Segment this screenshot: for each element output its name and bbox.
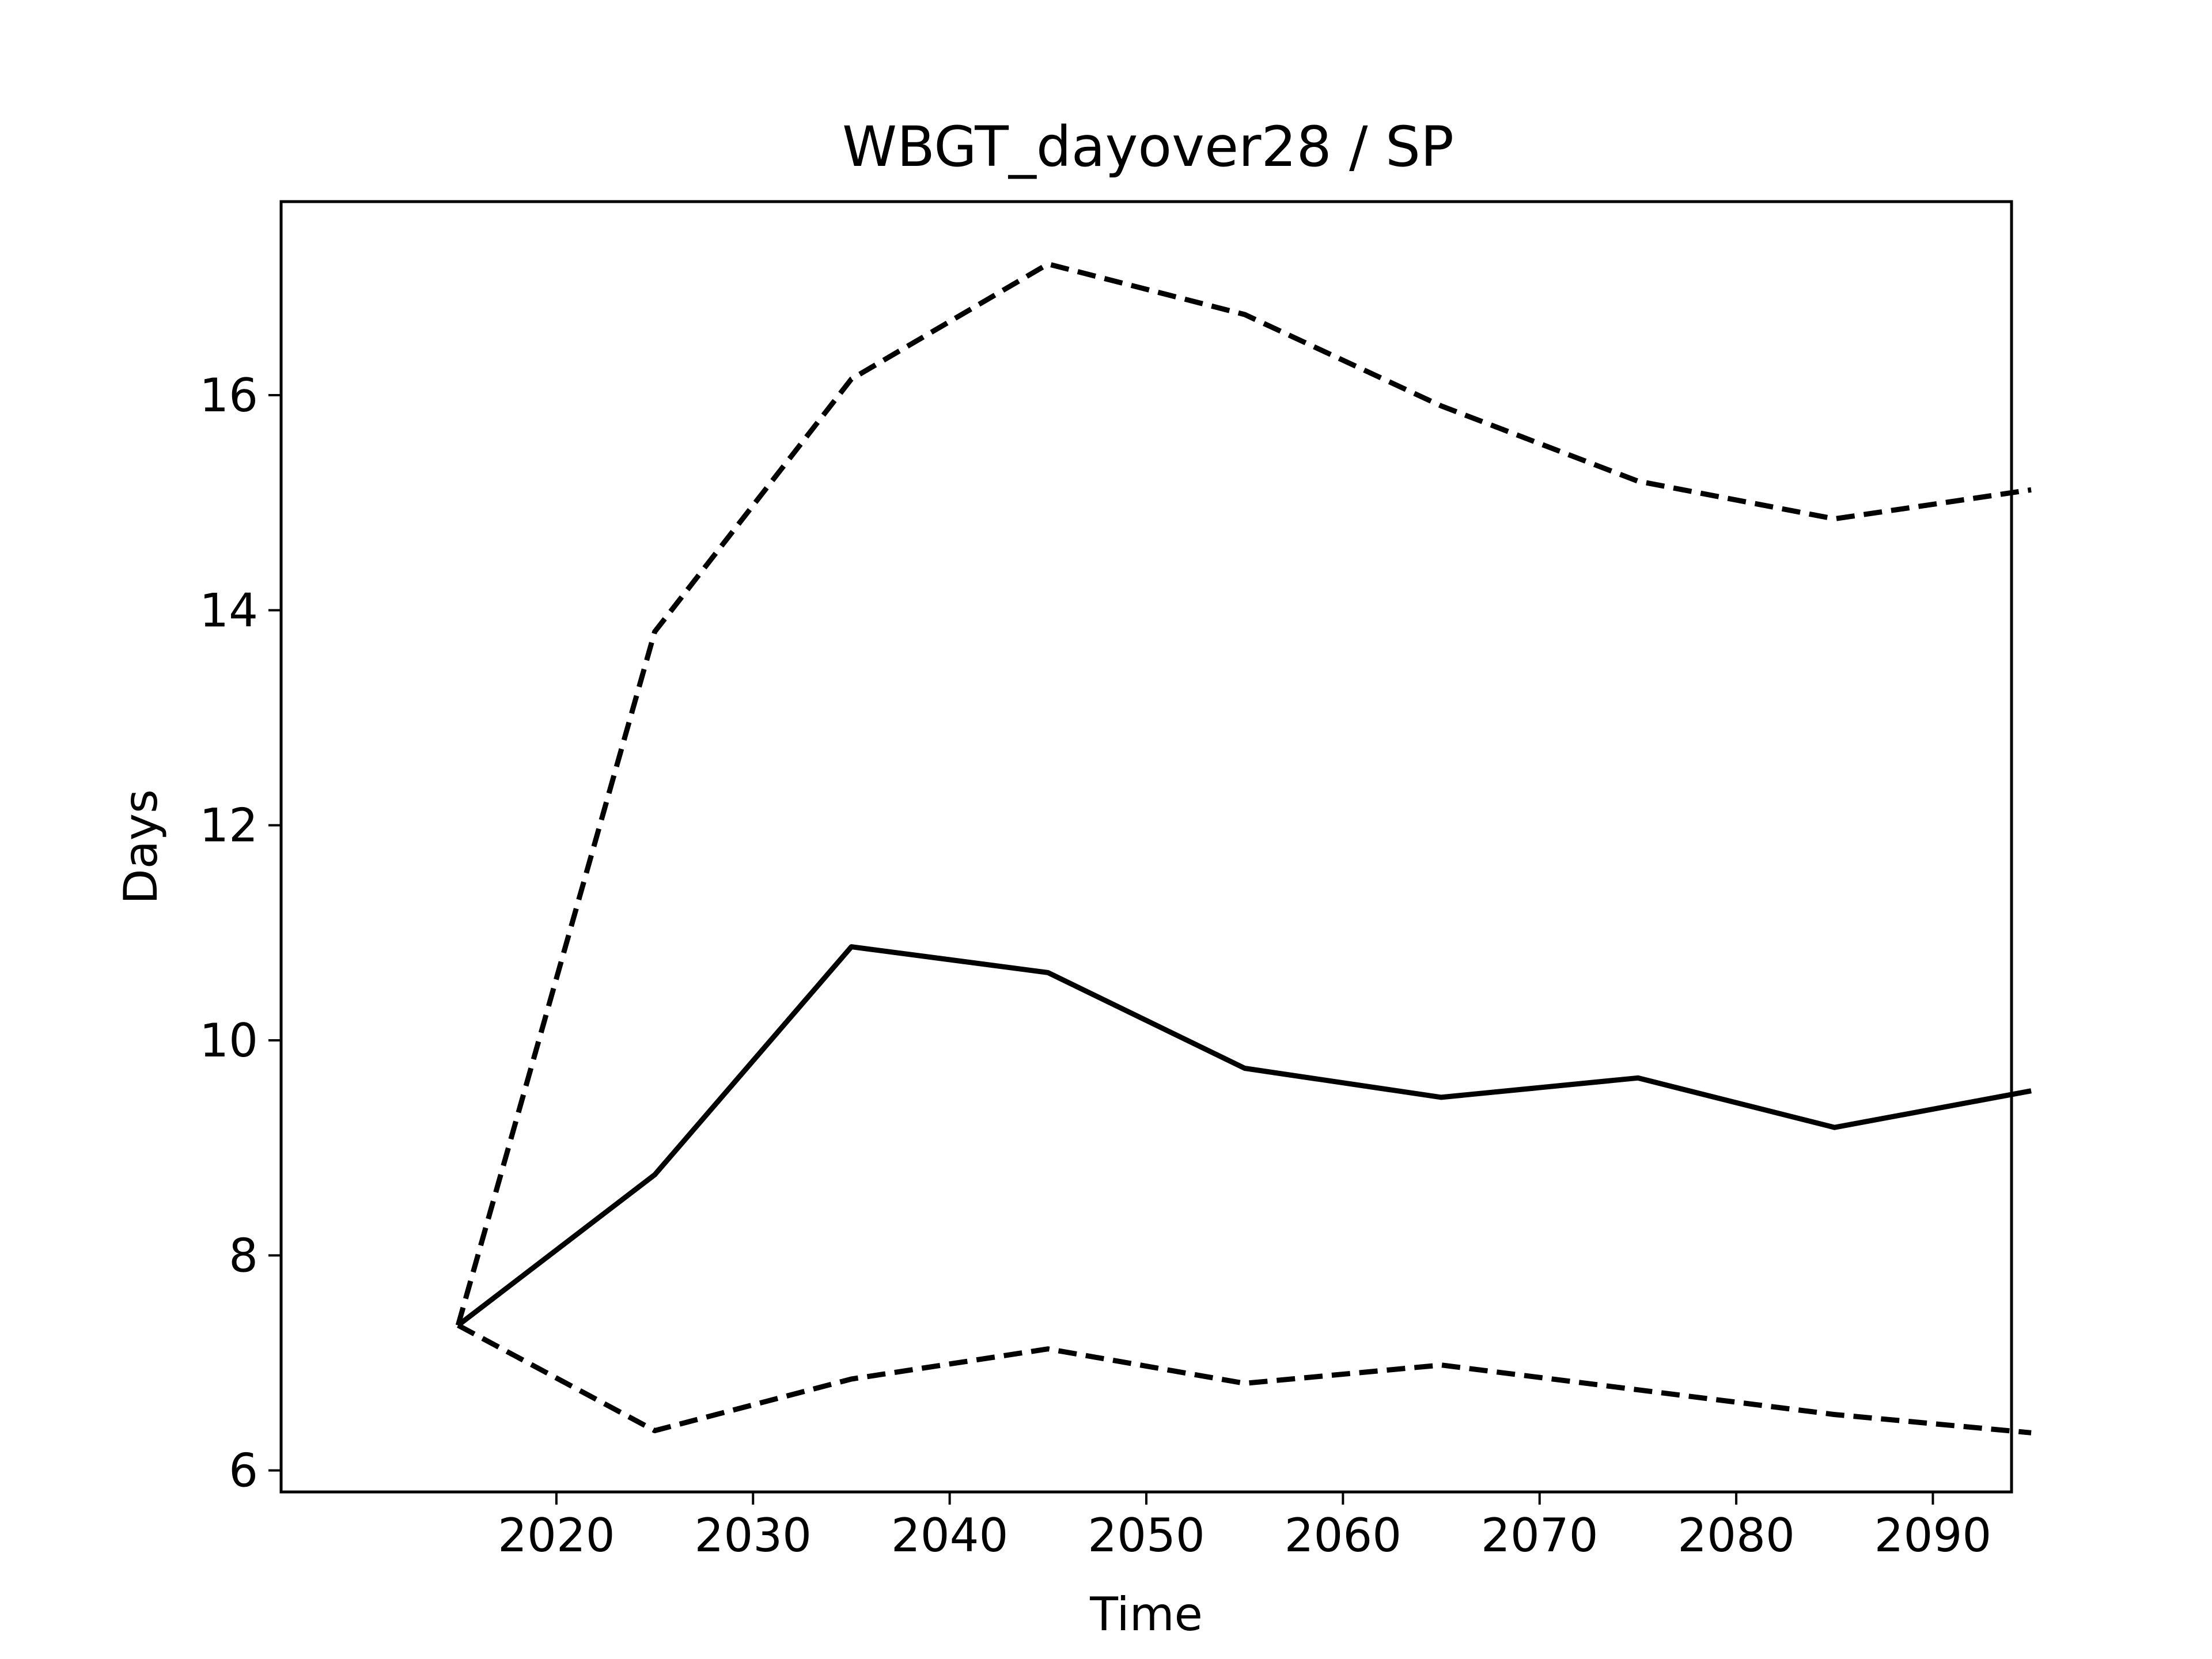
x-axis-label: Time	[1089, 1588, 1203, 1641]
y-axis-label: Days	[114, 789, 168, 904]
y-tick-label: 12	[199, 799, 258, 853]
chart-title: WBGT_dayover28 / SP	[842, 115, 1454, 179]
y-tick-label: 16	[199, 369, 258, 422]
x-tick-label: 2050	[1088, 1509, 1205, 1562]
x-tick-label: 2030	[694, 1509, 812, 1562]
y-axis-ticks: 6 8 10 12 14 16	[199, 369, 281, 1498]
x-tick-label: 2040	[891, 1509, 1009, 1562]
y-tick-label: 6	[229, 1444, 258, 1498]
x-tick-label: 2020	[498, 1509, 615, 1562]
x-tick-label: 2070	[1481, 1509, 1599, 1562]
y-tick-label: 8	[229, 1229, 258, 1282]
x-tick-label: 2060	[1285, 1509, 1402, 1562]
y-tick-label: 14	[199, 584, 258, 637]
x-tick-label: 2090	[1874, 1509, 1992, 1562]
series-line-1-dashed	[455, 261, 2032, 1326]
series-layer	[455, 261, 2032, 1435]
series-line-3-dashed	[457, 1323, 2032, 1435]
x-tick-label: 2080	[1677, 1509, 1795, 1562]
y-tick-label: 10	[199, 1014, 258, 1067]
series-line-2-solid	[456, 944, 2032, 1328]
x-axis-ticks: 2020 2030 2040 2050 2060 2070 2080 2090	[498, 1492, 1991, 1562]
